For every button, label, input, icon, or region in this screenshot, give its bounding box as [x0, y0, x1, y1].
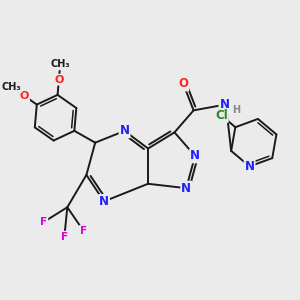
Text: O: O: [178, 77, 188, 90]
Text: N: N: [190, 149, 200, 162]
Text: H: H: [232, 105, 240, 116]
Text: Cl: Cl: [215, 109, 228, 122]
Text: F: F: [61, 232, 68, 242]
Text: CH₃: CH₃: [2, 82, 22, 92]
Text: N: N: [181, 182, 191, 195]
Text: N: N: [120, 124, 130, 137]
Text: N: N: [219, 98, 230, 111]
Text: F: F: [80, 226, 87, 236]
Text: N: N: [99, 195, 109, 208]
Text: CH₃: CH₃: [50, 59, 70, 70]
Text: N: N: [244, 160, 255, 173]
Text: O: O: [20, 91, 29, 101]
Text: O: O: [54, 75, 64, 85]
Text: F: F: [40, 217, 47, 227]
